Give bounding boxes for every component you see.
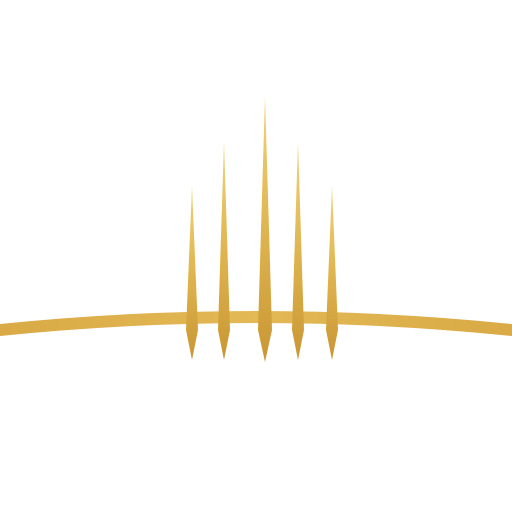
spire-5 — [326, 186, 338, 360]
spire-4 — [292, 142, 304, 360]
spire-1 — [186, 186, 198, 360]
horizon-arc — [0, 311, 512, 336]
spire-2 — [218, 142, 230, 360]
spire-3 — [258, 96, 272, 362]
